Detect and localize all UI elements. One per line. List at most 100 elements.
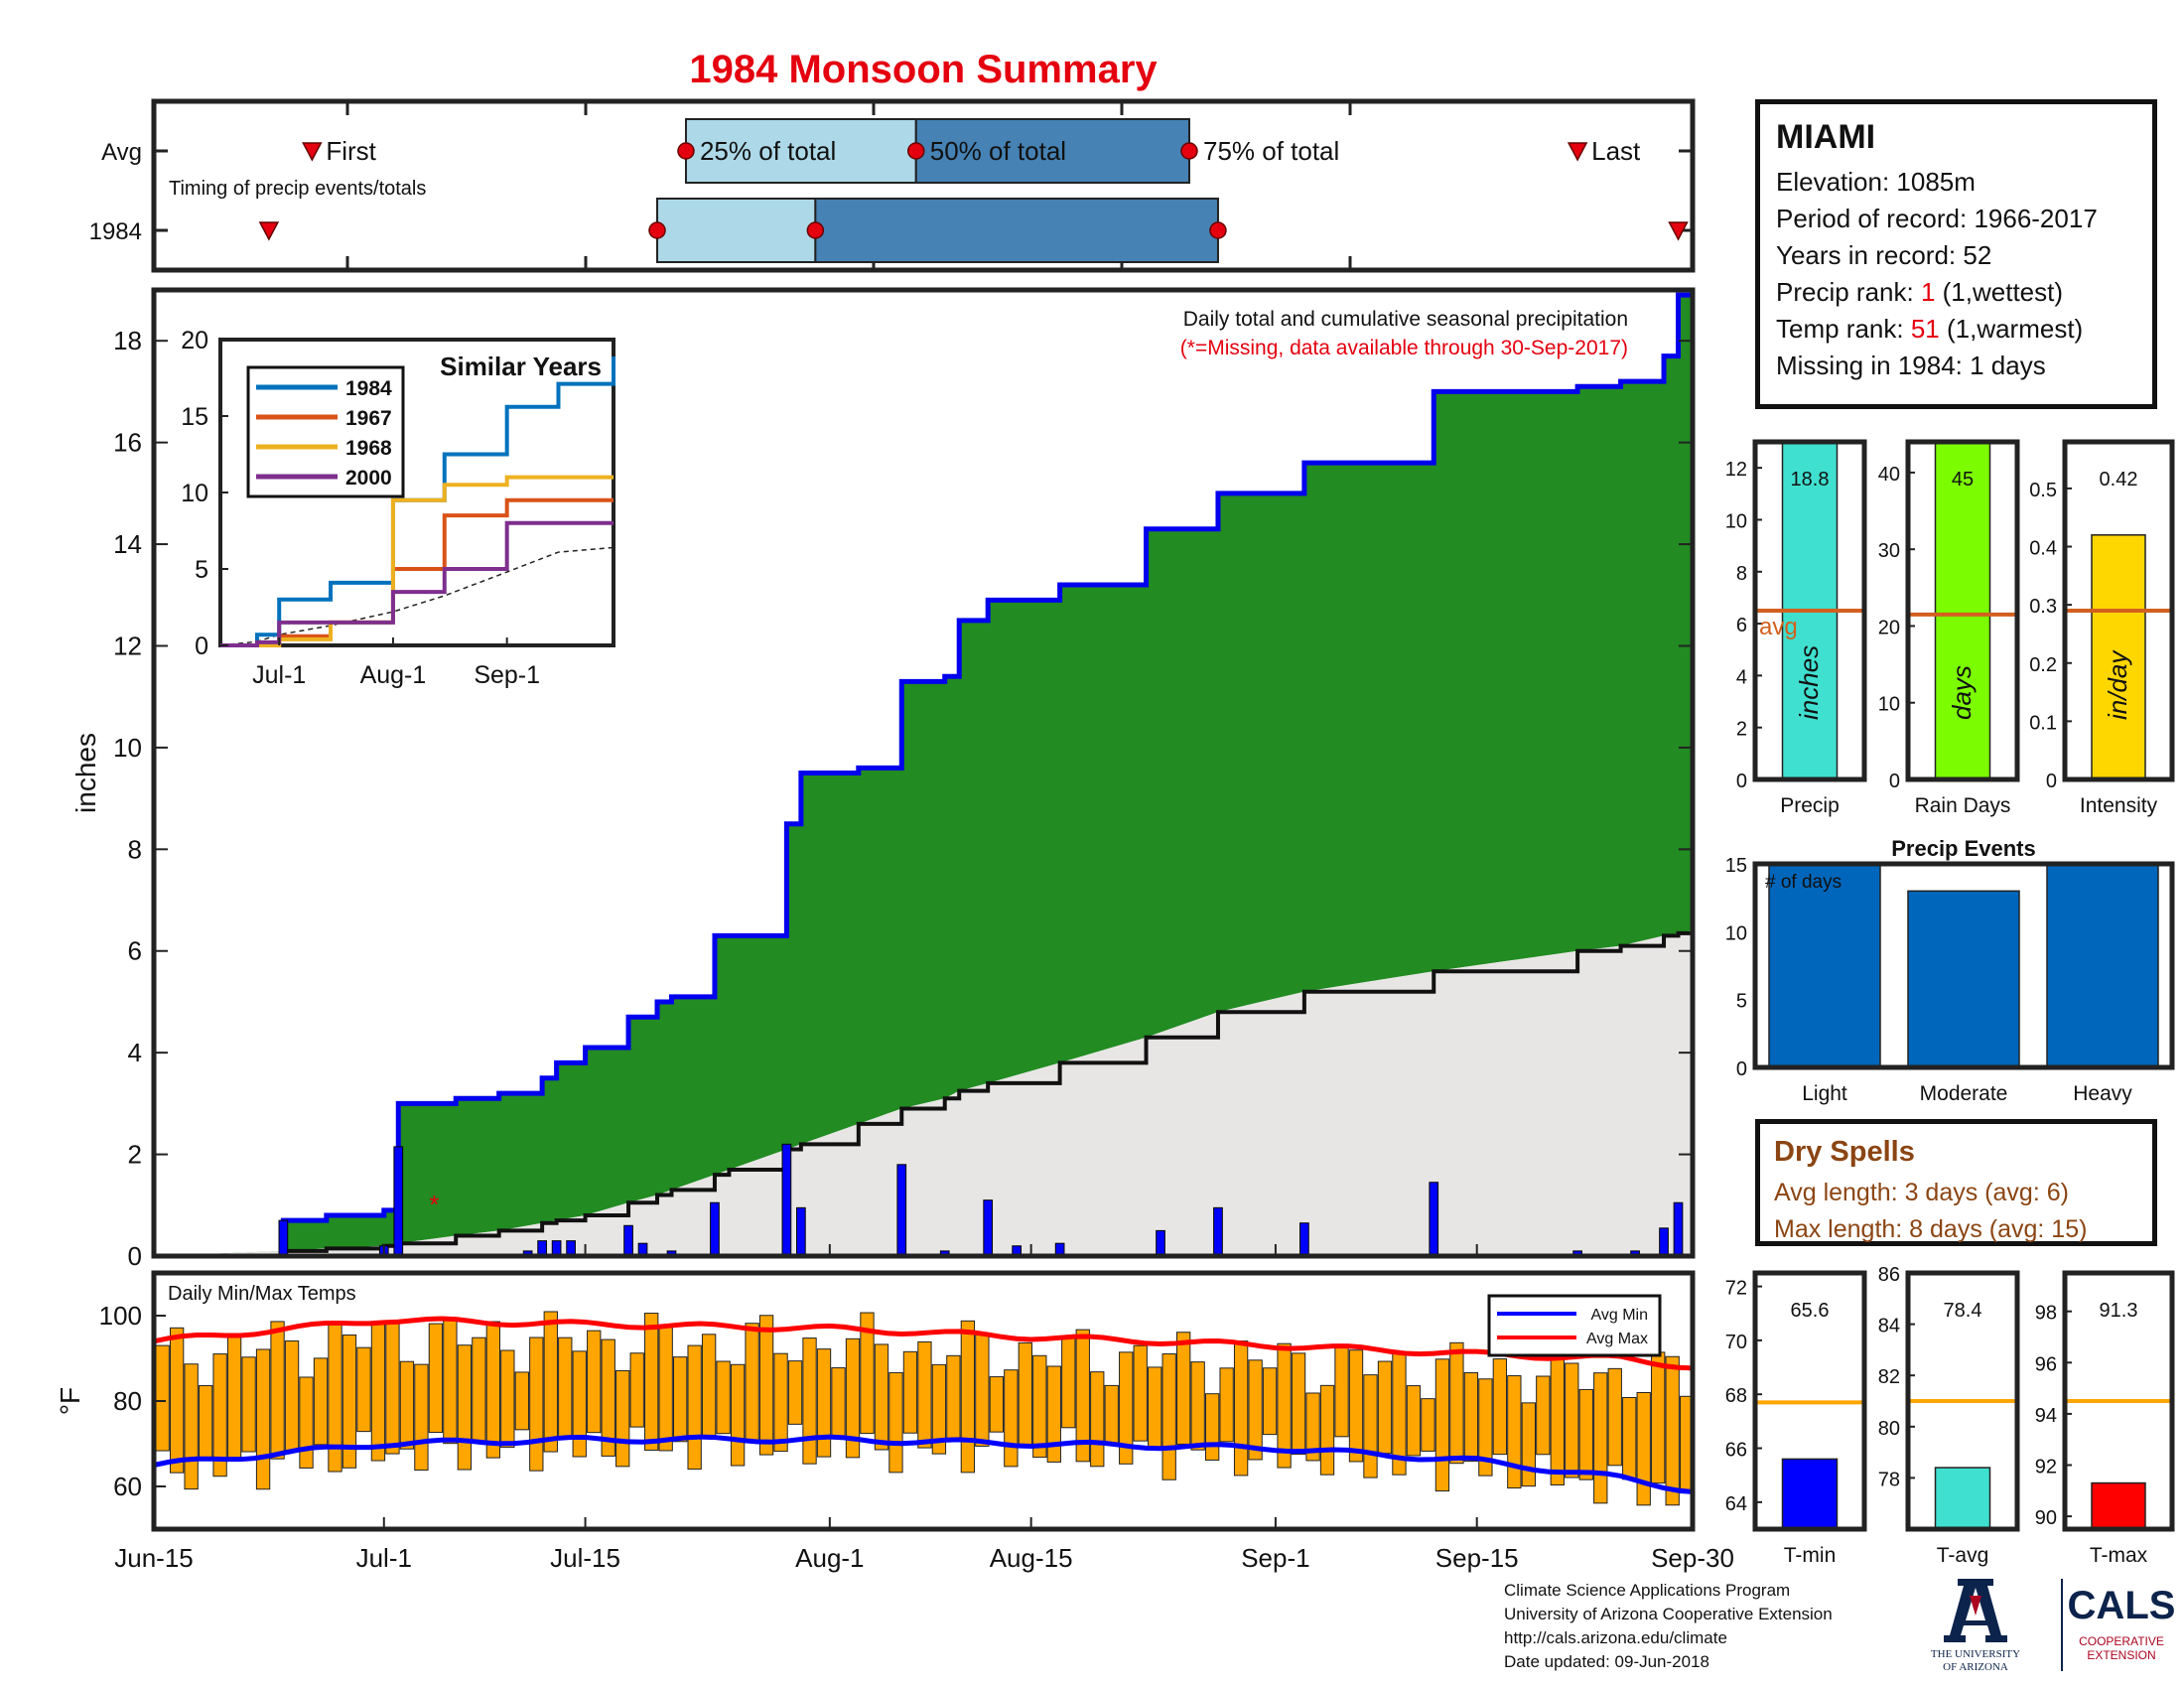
temp-summary-T-min-label: T-min [1784, 1544, 1837, 1567]
rain-days-y-tick-label: 40 [1878, 464, 1900, 486]
credit-line: http://cals.arizona.edu/climate [1504, 1628, 1727, 1647]
rain-days-y-tick-label: 10 [1878, 694, 1900, 716]
daily-temp-bar [1492, 1358, 1508, 1456]
daily-temp-bar [198, 1385, 213, 1460]
daily-temp-bar [1190, 1361, 1205, 1451]
daily-temp-bar [472, 1336, 486, 1443]
cumulative-surplus-area [154, 295, 1693, 1256]
timing-quantile-dot [1209, 221, 1227, 239]
timing-label-first: First [326, 136, 376, 166]
precip-event-label: Light [1802, 1082, 1847, 1105]
daily-temp-bar [1219, 1367, 1234, 1443]
daily-temp-bar [184, 1363, 199, 1490]
daily-temp-bar [931, 1363, 947, 1455]
daily-temp-bar [831, 1367, 846, 1438]
daily-temp-bar [845, 1337, 861, 1459]
daily-temp-bar [485, 1321, 501, 1459]
daily-precip-bar [623, 1224, 633, 1257]
intensity-y-tick-label: 0.5 [2029, 480, 2057, 501]
temp-summary-T-avg-value: 78.4 [1944, 1300, 1982, 1322]
daily-temp-bar [270, 1321, 285, 1460]
precip-event-bar-Light [1768, 863, 1881, 1068]
temp-summary-T-min-bar [1781, 1458, 1839, 1530]
timing-row-label: Avg [101, 139, 142, 166]
y-tick-label: 8 [128, 834, 142, 864]
inset-y-tick-label: 5 [195, 556, 208, 584]
daily-temp-bar [414, 1363, 429, 1472]
svg-text:EXTENSION: EXTENSION [2087, 1648, 2155, 1662]
daily-temp-bar [917, 1340, 932, 1449]
daily-temp-bar [572, 1350, 587, 1458]
inset-y-tick-label: 20 [181, 327, 208, 354]
daily-temp-bar [356, 1346, 371, 1433]
daily-temp-bar [874, 1343, 889, 1451]
daily-temp-bar [1421, 1398, 1435, 1452]
daily-temp-bar [1507, 1375, 1522, 1489]
daily-temp-bar [514, 1371, 529, 1431]
inset-average-line [219, 546, 614, 646]
temp-summary-T-min-y-tick-label: 70 [1725, 1332, 1747, 1353]
station-missing: Missing in 1984: 1 days [1776, 351, 2046, 380]
rain-days-y-tick-label: 0 [1889, 771, 1900, 792]
daily-temp-bar [299, 1376, 314, 1469]
precip-total-y-tick-label: 12 [1725, 459, 1747, 481]
temp-summary-T-max-value: 91.3 [2100, 1300, 2138, 1322]
daily-temp-bar [1075, 1329, 1090, 1463]
daily-temp-bar [399, 1360, 415, 1450]
inset-legend-label: 2000 [345, 467, 392, 490]
precip-events-title: Precip Events [1891, 836, 2036, 861]
x-tick-label: Sep-30 [1651, 1543, 1734, 1573]
daily-temp-bar [1607, 1367, 1622, 1467]
daily-temp-bar [1233, 1340, 1249, 1477]
daily-temp-bar [457, 1344, 473, 1471]
daily-temp-bar [226, 1336, 242, 1461]
intensity-y-tick-label: 0.3 [2029, 596, 2057, 618]
inset-legend-label: 1984 [345, 377, 392, 400]
dry-spells-box: Dry Spells Avg length: 3 days (avg: 6) M… [1755, 1119, 2157, 1246]
rain-days-bar [1934, 441, 1991, 780]
precip-event-bar-Heavy [2046, 863, 2159, 1068]
daily-temp-bar [443, 1318, 458, 1445]
daily-temp-bar [1133, 1344, 1148, 1442]
daily-temp-bar [730, 1363, 746, 1467]
daily-temp-bar [1161, 1353, 1176, 1480]
daily-temp-bar [802, 1337, 817, 1465]
daily-temp-bar [1536, 1375, 1551, 1456]
timing-quantile-dot [907, 142, 925, 160]
daily-temp-bar [860, 1312, 875, 1435]
temp-summary-T-max-y-tick-label: 96 [2035, 1353, 2057, 1375]
daily-temp-bar [313, 1357, 329, 1446]
avg-max-line [153, 1316, 1694, 1371]
daily-temp-bar [615, 1369, 630, 1468]
svg-text:CALS: CALS [2068, 1584, 2176, 1627]
y-tick-label: 6 [128, 936, 142, 966]
temp-summary-T-avg-y-tick-label: 86 [1878, 1264, 1900, 1286]
y-tick-label: 0 [128, 1241, 142, 1271]
chart-annotation-note: (*=Missing, data available through 30-Se… [1180, 337, 1628, 359]
inset-x-tick-label: Aug-1 [360, 661, 427, 689]
daily-temp-bar [1018, 1341, 1032, 1449]
daily-temp-bar [1449, 1341, 1464, 1465]
daily-temp-bar [241, 1356, 256, 1453]
temp-y-tick-label: 60 [113, 1472, 142, 1501]
temp-summary-T-avg-y-tick-label: 78 [1878, 1469, 1900, 1490]
temp-summary-T-max-bar [2091, 1481, 2146, 1530]
daily-temp-bar [255, 1348, 271, 1490]
daily-temp-bar [1004, 1369, 1019, 1468]
precip-events-ylabel: # of days [1765, 872, 1842, 893]
daily-temp-bar [500, 1349, 515, 1449]
svg-text:OF ARIZONA: OF ARIZONA [1943, 1661, 2008, 1673]
inset-x-tick-label: Sep-1 [474, 661, 540, 689]
daily-precip-bar [781, 1143, 792, 1257]
daily-temp-bar [1434, 1358, 1450, 1492]
temp-summary-T-max-y-tick-label: 92 [2035, 1457, 2057, 1478]
dry-spells-avg: Avg length: 3 days (avg: 6) [1774, 1179, 2069, 1206]
dry-spells-max: Max length: 8 days (avg: 15) [1774, 1215, 2088, 1243]
daily-temp-bar [1463, 1372, 1479, 1463]
x-tick-label: Jul-15 [550, 1543, 620, 1573]
intensity-unit: in/day [2103, 649, 2132, 720]
daily-temp-bar [1032, 1354, 1047, 1459]
precip-events-frame [1752, 861, 2175, 1070]
cals-logo: CALS COOPERATIVE EXTENSION [2061, 1579, 2176, 1671]
